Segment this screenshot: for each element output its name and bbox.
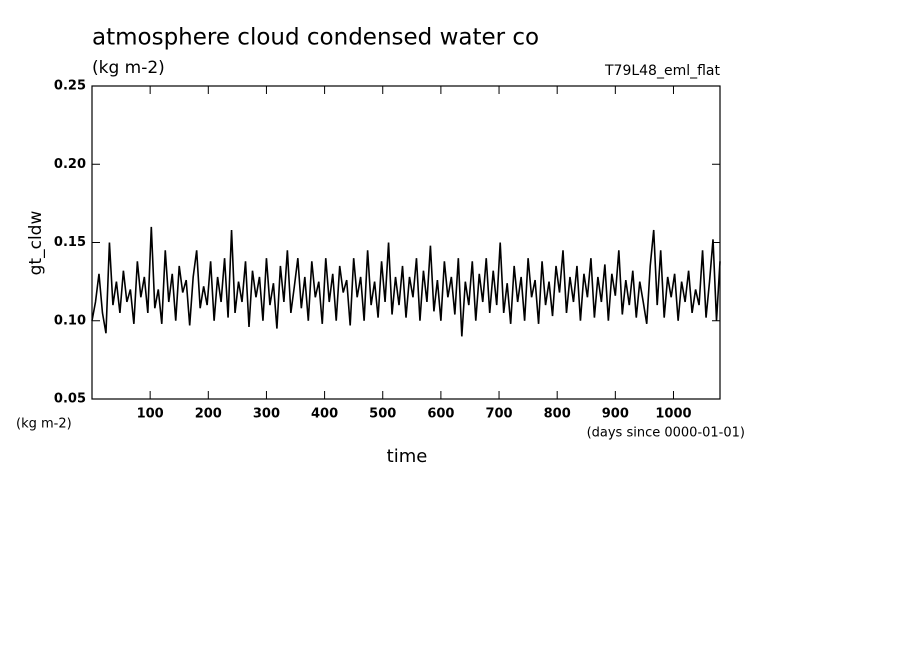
x-tick-label: 900	[602, 407, 629, 422]
plot-frame	[91, 85, 721, 400]
x-tick-label: 300	[253, 407, 280, 422]
y-tick-label: 0.15	[54, 235, 86, 250]
chart-title: atmosphere cloud condensed water co	[92, 25, 539, 51]
x-tick-label: 100	[137, 407, 164, 422]
y-axis-label: gt_cldw	[26, 211, 46, 276]
x-tick-label: 400	[311, 407, 338, 422]
y-units: (kg m-2)	[16, 417, 72, 432]
x-tick-label: 800	[544, 407, 571, 422]
x-tick-label: 500	[369, 407, 396, 422]
y-tick-label: 0.20	[54, 157, 86, 172]
y-tick-label: 0.10	[54, 313, 86, 328]
x-tick-label: 700	[485, 407, 512, 422]
x-units: (days since 0000-01-01)	[587, 426, 745, 441]
data-line	[91, 226, 721, 337]
y-tick-label: 0.05	[54, 392, 86, 407]
run-label: T79L48_eml_flat	[604, 63, 721, 79]
chart-subtitle: (kg m-2)	[92, 58, 165, 78]
y-tick-label: 0.25	[54, 79, 86, 94]
x-tick-label: 1000	[655, 407, 691, 422]
x-axis-label: time	[387, 446, 428, 467]
x-tick-label: 200	[195, 407, 222, 422]
x-tick-label: 600	[427, 407, 454, 422]
